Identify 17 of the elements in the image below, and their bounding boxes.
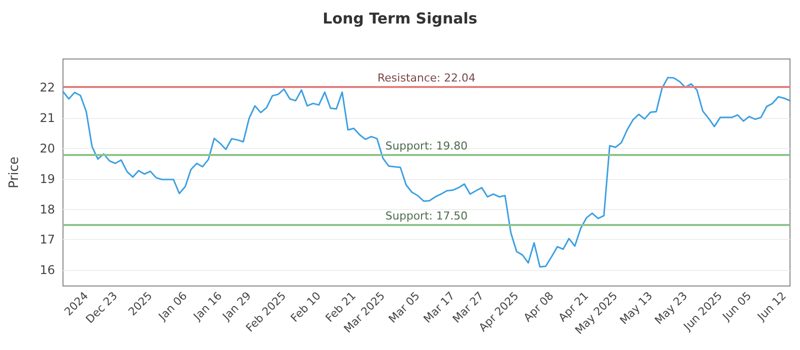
x-tick-label: Feb 10: [288, 289, 324, 325]
y-tick-label: 19: [40, 172, 55, 186]
y-tick-label: 20: [40, 141, 55, 156]
y-tick-label: 16: [40, 263, 55, 278]
x-tick-label: Mar 05: [386, 289, 422, 326]
y-tick-label: 22: [40, 80, 55, 95]
y-tick-label: 21: [40, 111, 55, 126]
ref-line-label: Resistance: 22.04: [378, 71, 476, 84]
ref-line-label: Support: 17.50: [385, 210, 468, 223]
x-tick-label: Jan 06: [156, 289, 190, 324]
x-tick-label: Apr 08: [521, 289, 556, 324]
x-tick-label: Jun 12: [754, 289, 789, 324]
y-tick-label: 18: [40, 202, 55, 216]
y-tick-label: 17: [40, 232, 55, 247]
ref-line-label: Support: 19.80: [385, 140, 468, 153]
chart-title: Long Term Signals: [322, 10, 478, 28]
y-axis-title: Price: [7, 156, 22, 188]
